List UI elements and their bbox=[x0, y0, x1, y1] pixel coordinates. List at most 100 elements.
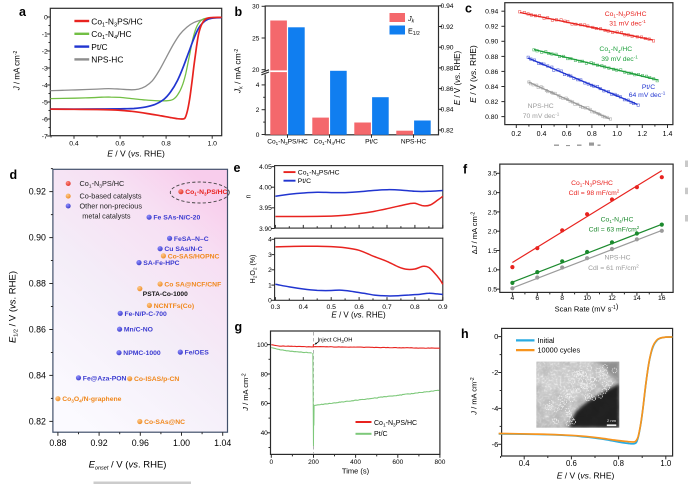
svg-text:0.82: 0.82 bbox=[485, 99, 498, 106]
svg-text:0.6: 0.6 bbox=[354, 304, 364, 311]
svg-text:Eonset / V (vs. RHE): Eonset / V (vs. RHE) bbox=[89, 460, 167, 472]
svg-text:-4: -4 bbox=[492, 404, 499, 413]
svg-text:Fe-N/P-C-700: Fe-N/P-C-700 bbox=[125, 311, 168, 318]
svg-text:-3: -3 bbox=[42, 65, 48, 72]
svg-text:0.6: 0.6 bbox=[562, 131, 572, 138]
svg-text:0.6: 0.6 bbox=[115, 140, 125, 147]
svg-text:0.2: 0.2 bbox=[511, 131, 521, 138]
svg-text:12: 12 bbox=[608, 295, 616, 302]
svg-text:0.8: 0.8 bbox=[410, 304, 420, 311]
svg-text:1.0: 1.0 bbox=[660, 459, 672, 468]
svg-text:4: 4 bbox=[268, 237, 272, 244]
svg-text:J / mA cm-2: J / mA cm-2 bbox=[470, 377, 479, 416]
svg-text:-2: -2 bbox=[42, 48, 48, 55]
svg-text:PSTA-Co-1000: PSTA-Co-1000 bbox=[143, 291, 188, 298]
svg-text:Mn/C-NO: Mn/C-NO bbox=[124, 327, 153, 334]
svg-text:200: 200 bbox=[308, 459, 319, 466]
svg-text:E / V (vs. RHE): E / V (vs. RHE) bbox=[468, 45, 478, 103]
svg-text:0.84: 0.84 bbox=[29, 370, 46, 380]
svg-text:0.94: 0.94 bbox=[441, 3, 454, 10]
svg-text:Co1-N3PS/HC: Co1-N3PS/HC bbox=[185, 189, 227, 197]
svg-text:80: 80 bbox=[261, 371, 269, 378]
svg-text:70 mV dec-1: 70 mV dec-1 bbox=[523, 112, 560, 120]
svg-text:3: 3 bbox=[268, 252, 272, 259]
svg-text:Co-SAS/HOPNC: Co-SAS/HOPNC bbox=[168, 253, 220, 260]
svg-text:Scan Rate (mV s-1): Scan Rate (mV s-1) bbox=[555, 302, 619, 313]
svg-text:-4: -4 bbox=[42, 82, 48, 89]
svg-text:0.90: 0.90 bbox=[441, 45, 454, 52]
svg-text:2.5: 2.5 bbox=[488, 209, 498, 216]
svg-text:2: 2 bbox=[256, 107, 260, 114]
svg-text:0.7: 0.7 bbox=[382, 304, 392, 311]
svg-text:2.0: 2.0 bbox=[488, 229, 498, 236]
svg-text:c: c bbox=[465, 2, 472, 16]
svg-text:0.96: 0.96 bbox=[132, 438, 149, 448]
svg-text:Co1-N3PS/HC: Co1-N3PS/HC bbox=[80, 179, 125, 190]
svg-text:f: f bbox=[463, 163, 468, 177]
svg-text:60: 60 bbox=[261, 401, 269, 408]
svg-text:0.4: 0.4 bbox=[537, 131, 547, 138]
svg-text:0.92: 0.92 bbox=[29, 187, 46, 197]
svg-text:0.5: 0.5 bbox=[488, 287, 498, 294]
svg-text:14: 14 bbox=[633, 295, 641, 302]
svg-text:Co SA@NCF/CNF: Co SA@NCF/CNF bbox=[164, 282, 221, 289]
svg-text:Co1-N3PS/HC: Co1-N3PS/HC bbox=[605, 11, 647, 19]
svg-text:Co1-N4/HC: Co1-N4/HC bbox=[599, 46, 632, 54]
svg-text:NPS-HC: NPS-HC bbox=[401, 139, 427, 146]
svg-text:1: 1 bbox=[268, 282, 272, 289]
svg-text:metal catalysts: metal catalysts bbox=[82, 211, 131, 220]
svg-text:1.2: 1.2 bbox=[637, 131, 647, 138]
svg-text:6: 6 bbox=[535, 295, 539, 302]
svg-text:400: 400 bbox=[350, 459, 361, 466]
svg-text:2 nm: 2 nm bbox=[607, 418, 617, 423]
svg-text:n: n bbox=[246, 194, 253, 198]
svg-text:0.88: 0.88 bbox=[441, 65, 454, 72]
svg-text:800: 800 bbox=[434, 459, 445, 466]
svg-text:0.92: 0.92 bbox=[485, 24, 498, 31]
svg-text:3.95: 3.95 bbox=[259, 205, 272, 212]
svg-text:d: d bbox=[10, 168, 18, 182]
svg-text:E1/2 / V (vs. RHE): E1/2 / V (vs. RHE) bbox=[8, 271, 20, 343]
svg-text:Co1-N4/HC: Co1-N4/HC bbox=[314, 139, 346, 147]
svg-text:e: e bbox=[234, 161, 241, 175]
svg-text:3.0: 3.0 bbox=[488, 190, 498, 197]
svg-text:0.9: 0.9 bbox=[438, 304, 448, 311]
svg-text:NPS-HC: NPS-HC bbox=[91, 55, 123, 65]
svg-text:Fe@Aza-PON: Fe@Aza-PON bbox=[83, 375, 127, 382]
svg-text:Co1-N3PS/HC: Co1-N3PS/HC bbox=[267, 139, 308, 147]
svg-text:0.80: 0.80 bbox=[485, 114, 498, 121]
svg-text:0.94: 0.94 bbox=[485, 9, 498, 16]
svg-text:0.86: 0.86 bbox=[29, 325, 46, 335]
svg-text:0.6: 0.6 bbox=[566, 459, 577, 468]
svg-text:0.86: 0.86 bbox=[441, 86, 454, 93]
svg-text:0: 0 bbox=[494, 332, 498, 341]
svg-text:Pt/C: Pt/C bbox=[374, 431, 388, 438]
svg-text:E / V (vs. RHE): E / V (vs. RHE) bbox=[557, 471, 615, 481]
svg-text:8: 8 bbox=[560, 295, 564, 302]
svg-text:1.5: 1.5 bbox=[488, 248, 498, 255]
svg-text:4.05: 4.05 bbox=[259, 164, 272, 171]
svg-text:Co-based catalysts: Co-based catalysts bbox=[80, 192, 142, 201]
svg-text:Initial: Initial bbox=[538, 336, 555, 345]
svg-text:Pt/C: Pt/C bbox=[298, 178, 311, 185]
svg-text:20: 20 bbox=[252, 67, 260, 74]
svg-text:Co3O4/N-graphene: Co3O4/N-graphene bbox=[62, 396, 121, 404]
svg-text:0: 0 bbox=[44, 14, 48, 21]
svg-text:0.92: 0.92 bbox=[441, 24, 454, 31]
svg-text:0.90: 0.90 bbox=[485, 39, 498, 46]
svg-text:ΔJ / mA cm-2: ΔJ / mA cm-2 bbox=[470, 212, 479, 255]
svg-text:1.00: 1.00 bbox=[173, 438, 190, 448]
svg-text:-6: -6 bbox=[492, 440, 499, 449]
svg-text:0.8: 0.8 bbox=[613, 459, 624, 468]
svg-text:0.90: 0.90 bbox=[29, 233, 46, 243]
svg-text:64 mV dec-1: 64 mV dec-1 bbox=[629, 91, 666, 99]
svg-text:2: 2 bbox=[268, 267, 272, 274]
svg-text:1.04: 1.04 bbox=[214, 438, 231, 448]
svg-text:0.84: 0.84 bbox=[441, 107, 454, 114]
svg-text:10000 cycles: 10000 cycles bbox=[538, 346, 581, 355]
svg-text:Co1-N3PS/HC: Co1-N3PS/HC bbox=[298, 170, 340, 178]
svg-text:4.00: 4.00 bbox=[259, 185, 272, 192]
svg-text:Time (s): Time (s) bbox=[342, 467, 370, 476]
svg-text:Fe/OES: Fe/OES bbox=[185, 350, 210, 357]
svg-text:1.0: 1.0 bbox=[207, 140, 217, 147]
